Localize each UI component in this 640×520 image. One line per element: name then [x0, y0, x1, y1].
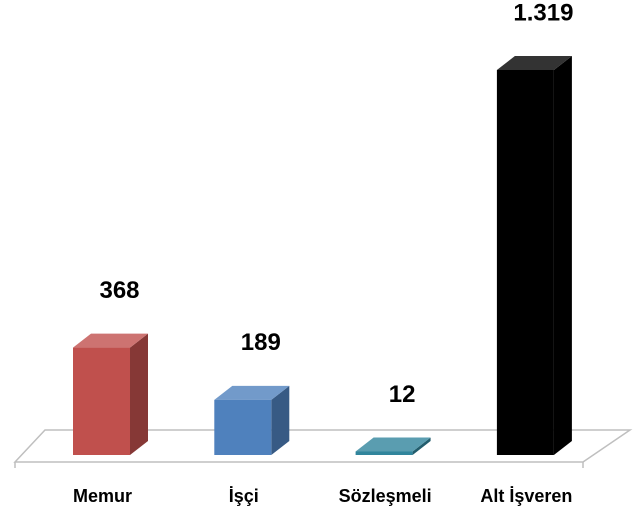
bar-top: [214, 385, 290, 400]
bar-top: [355, 437, 431, 452]
bar-top: [496, 56, 572, 70]
floor: [13, 429, 633, 463]
bar-top: [73, 333, 148, 348]
bar: [73, 347, 130, 455]
bar: [214, 399, 272, 455]
bar-side: [412, 437, 431, 455]
data-label: 1.319: [513, 0, 573, 26]
x-tick-label: Sözleşmeli: [339, 486, 432, 506]
bar-side: [271, 385, 290, 455]
data-label: 12: [389, 381, 416, 408]
x-tick-label: Memur: [73, 486, 132, 506]
bar-side: [130, 333, 148, 455]
x-tick-label: İşçi: [229, 486, 259, 506]
bar: [496, 70, 554, 455]
bar: [355, 451, 413, 455]
bar-side: [553, 56, 572, 455]
x-tick-label: Alt İşveren: [480, 486, 572, 506]
data-label: 189: [241, 329, 281, 356]
data-label: 368: [99, 277, 139, 304]
